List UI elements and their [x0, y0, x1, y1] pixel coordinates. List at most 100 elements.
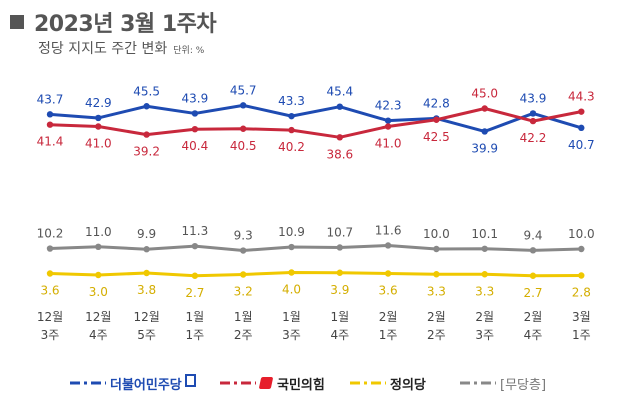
legend-label: 국민의힘 [277, 377, 325, 393]
data-label-independent: 11.0 [85, 225, 112, 239]
x-tick-label: 1월 [186, 310, 205, 324]
data-point-independent [481, 245, 488, 252]
x-tick-label: 2주 [427, 328, 446, 342]
x-tick-label: 1월 [330, 310, 349, 324]
title-square-icon [10, 15, 24, 29]
legend-item-democratic: 더불어민주당 [70, 368, 196, 398]
data-label-independent: 10.7 [326, 225, 353, 239]
data-point-independent [529, 247, 537, 254]
x-tick-label: 1월 [234, 310, 253, 324]
data-label-ppp: 40.5 [230, 139, 257, 153]
legend-line-icon [70, 381, 106, 385]
legend-item-independent: [무당층] [460, 368, 546, 398]
legend-label: 정의당 [390, 377, 426, 393]
data-point-independent [384, 242, 392, 249]
data-point-justice [336, 269, 343, 276]
data-point-independent [240, 247, 247, 254]
data-point-independent [95, 243, 102, 250]
ppp-logo-icon [258, 377, 274, 389]
data-label-justice: 3.0 [89, 285, 108, 299]
x-tick-label: 5주 [137, 328, 156, 342]
data-point-democratic [288, 112, 295, 120]
legend-item-justice: 정의당 [350, 368, 426, 398]
data-point-justice [384, 270, 392, 277]
data-label-democratic: 45.4 [326, 85, 353, 99]
data-point-justice [529, 272, 537, 279]
data-label-ppp: 40.2 [278, 140, 305, 154]
data-label-independent: 10.0 [568, 227, 595, 241]
data-label-independent: 10.0 [423, 227, 450, 241]
data-label-independent: 9.4 [523, 228, 542, 242]
data-point-democratic [95, 114, 102, 122]
data-label-independent: 10.9 [278, 225, 305, 239]
data-point-independent [336, 244, 343, 251]
legend-item-ppp: 국민의힘 [220, 368, 325, 398]
democratic-logo-icon [184, 373, 196, 387]
data-label-ppp: 41.0 [375, 137, 402, 151]
data-point-ppp [336, 134, 343, 141]
x-tick-label: 1주 [186, 328, 205, 342]
data-label-ppp: 44.3 [568, 90, 595, 104]
data-point-ppp [240, 125, 247, 132]
x-tick-label: 12월 [37, 310, 63, 324]
data-label-justice: 4.0 [282, 283, 301, 297]
data-point-ppp [578, 108, 585, 115]
data-point-democratic [336, 103, 343, 110]
chart-subtitle: 정당 지지도 주간 변화 [38, 41, 168, 57]
data-point-ppp [191, 126, 199, 133]
data-label-ppp: 41.0 [85, 137, 112, 151]
data-label-democratic: 43.9 [520, 91, 547, 105]
data-point-justice [288, 269, 295, 276]
data-label-democratic: 40.7 [568, 138, 595, 152]
data-point-justice [143, 269, 150, 277]
data-label-ppp: 40.4 [182, 139, 209, 153]
x-tick-label: 3월 [572, 310, 591, 324]
data-point-ppp [288, 126, 295, 134]
data-point-ppp [384, 123, 392, 130]
x-tick-label: 1주 [379, 328, 398, 342]
data-point-ppp [95, 123, 102, 130]
legend-line-icon [350, 381, 386, 385]
x-tick-label: 3주 [282, 328, 301, 342]
data-point-independent [433, 245, 440, 253]
data-label-justice: 3.2 [234, 285, 253, 299]
data-label-justice: 3.3 [475, 284, 494, 298]
data-point-justice [578, 272, 585, 279]
data-point-ppp [433, 116, 440, 123]
x-tick-label: 3주 [41, 328, 60, 342]
data-point-justice [433, 271, 440, 278]
data-label-democratic: 39.9 [471, 141, 498, 155]
x-tick-label: 4주 [524, 328, 543, 342]
data-label-justice: 2.7 [523, 286, 542, 300]
data-label-independent: 11.3 [182, 224, 209, 238]
data-label-democratic: 45.7 [230, 83, 257, 97]
data-point-democratic [481, 128, 488, 135]
data-label-democratic: 43.7 [37, 92, 64, 106]
data-point-ppp [143, 131, 150, 138]
data-point-independent [578, 245, 585, 253]
data-point-independent [191, 242, 199, 250]
data-point-democratic [46, 111, 54, 118]
data-label-ppp: 39.2 [133, 145, 160, 159]
legend-label: [무당층] [500, 377, 547, 393]
x-tick-label: 12월 [133, 310, 159, 324]
legend-line-icon [220, 381, 256, 385]
data-point-independent [288, 243, 295, 251]
x-tick-label: 2월 [379, 310, 398, 324]
legend-line-icon [460, 381, 496, 385]
data-point-democratic [191, 110, 199, 117]
legend: 더불어민주당 국민의힘 정의당 [무당층] [70, 368, 570, 398]
data-point-ppp [481, 105, 488, 112]
data-label-ppp: 45.0 [471, 87, 498, 101]
x-tick-label: 1주 [572, 328, 591, 342]
title-row: 2023년 3월 1주차 [10, 6, 217, 38]
data-point-democratic [384, 117, 392, 124]
x-tick-label: 2월 [427, 310, 446, 324]
chart-title: 2023년 3월 1주차 [34, 12, 217, 37]
data-point-justice [240, 271, 247, 278]
data-label-democratic: 42.9 [85, 96, 112, 110]
series-line-ppp [49, 107, 582, 139]
data-point-democratic [240, 102, 247, 109]
data-point-justice [191, 272, 199, 279]
data-label-justice: 3.6 [40, 284, 59, 298]
